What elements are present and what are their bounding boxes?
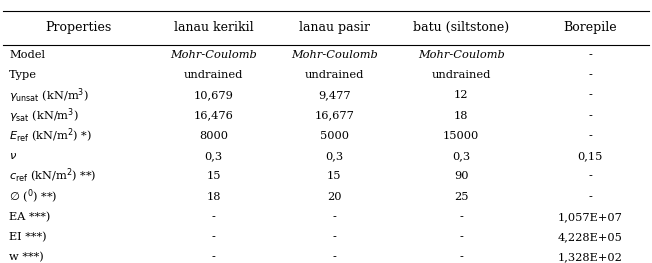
Text: -: - bbox=[333, 252, 336, 262]
Text: -: - bbox=[460, 212, 463, 222]
Text: undrained: undrained bbox=[304, 70, 364, 80]
Text: undrained: undrained bbox=[432, 70, 491, 80]
Text: 15: 15 bbox=[327, 171, 342, 181]
Text: 15: 15 bbox=[206, 171, 221, 181]
Text: 0,15: 0,15 bbox=[578, 151, 602, 161]
Text: -: - bbox=[588, 70, 592, 80]
Text: $c_{\mathrm{ref}}$ (kN/m$^{2}$) **): $c_{\mathrm{ref}}$ (kN/m$^{2}$) **) bbox=[9, 167, 96, 185]
Text: 25: 25 bbox=[454, 191, 469, 202]
Text: 10,679: 10,679 bbox=[194, 90, 233, 100]
Text: 16,476: 16,476 bbox=[194, 110, 233, 121]
Text: -: - bbox=[460, 252, 463, 262]
Text: $\gamma_{\mathrm{unsat}}$ (kN/m$^{3}$): $\gamma_{\mathrm{unsat}}$ (kN/m$^{3}$) bbox=[9, 86, 89, 105]
Text: 1,328E+02: 1,328E+02 bbox=[557, 252, 623, 262]
Text: EI ***): EI ***) bbox=[9, 232, 47, 242]
Text: Mohr-Coulomb: Mohr-Coulomb bbox=[418, 50, 505, 60]
Text: -: - bbox=[588, 110, 592, 121]
Text: EA ***): EA ***) bbox=[9, 212, 50, 222]
Text: 0,3: 0,3 bbox=[205, 151, 222, 161]
Text: -: - bbox=[588, 171, 592, 181]
Text: 12: 12 bbox=[454, 90, 469, 100]
Text: $\nu$: $\nu$ bbox=[9, 151, 17, 161]
Text: lanau pasir: lanau pasir bbox=[299, 21, 370, 34]
Text: -: - bbox=[333, 232, 336, 242]
Text: Model: Model bbox=[9, 50, 45, 60]
Text: -: - bbox=[588, 50, 592, 60]
Text: -: - bbox=[588, 191, 592, 202]
Text: -: - bbox=[588, 90, 592, 100]
Text: $E_{\mathrm{ref}}$ (kN/m$^{2}$) *): $E_{\mathrm{ref}}$ (kN/m$^{2}$) *) bbox=[9, 127, 92, 145]
Text: 90: 90 bbox=[454, 171, 469, 181]
Text: 1,057E+07: 1,057E+07 bbox=[557, 212, 623, 222]
Text: -: - bbox=[212, 212, 215, 222]
Text: 16,677: 16,677 bbox=[314, 110, 354, 121]
Text: -: - bbox=[333, 212, 336, 222]
Text: $\gamma_{\mathrm{sat}}$ (kN/m$^{3}$): $\gamma_{\mathrm{sat}}$ (kN/m$^{3}$) bbox=[9, 106, 79, 125]
Text: 18: 18 bbox=[454, 110, 469, 121]
Text: 0,3: 0,3 bbox=[452, 151, 470, 161]
Text: 0,3: 0,3 bbox=[325, 151, 343, 161]
Text: Mohr-Coulomb: Mohr-Coulomb bbox=[170, 50, 257, 60]
Text: Properties: Properties bbox=[45, 21, 111, 34]
Text: -: - bbox=[212, 252, 215, 262]
Text: Borepile: Borepile bbox=[563, 21, 617, 34]
Text: batu (siltstone): batu (siltstone) bbox=[413, 21, 509, 34]
Text: 9,477: 9,477 bbox=[318, 90, 351, 100]
Text: w ***): w ***) bbox=[9, 252, 44, 262]
Text: undrained: undrained bbox=[184, 70, 243, 80]
Text: -: - bbox=[460, 232, 463, 242]
Text: 8000: 8000 bbox=[199, 131, 228, 141]
Text: Type: Type bbox=[9, 70, 37, 80]
Text: Mohr-Coulomb: Mohr-Coulomb bbox=[291, 50, 378, 60]
Text: 5000: 5000 bbox=[319, 131, 349, 141]
Text: 4,228E+05: 4,228E+05 bbox=[557, 232, 623, 242]
Text: 18: 18 bbox=[206, 191, 221, 202]
Text: -: - bbox=[588, 131, 592, 141]
Text: lanau kerikil: lanau kerikil bbox=[173, 21, 254, 34]
Text: 20: 20 bbox=[327, 191, 342, 202]
Text: -: - bbox=[212, 232, 215, 242]
Text: 15000: 15000 bbox=[443, 131, 479, 141]
Text: $\emptyset$ ($^{0}$) **): $\emptyset$ ($^{0}$) **) bbox=[9, 188, 57, 206]
